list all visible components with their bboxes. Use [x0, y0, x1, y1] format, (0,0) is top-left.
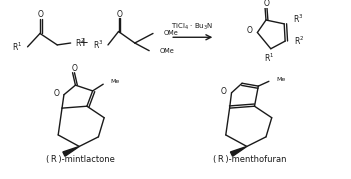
Text: Me: Me — [110, 79, 119, 84]
Polygon shape — [63, 146, 79, 156]
Text: Me: Me — [277, 77, 286, 82]
Text: R$^3$: R$^3$ — [293, 13, 303, 25]
Polygon shape — [231, 146, 247, 156]
Text: O: O — [53, 89, 59, 98]
Text: R$^3$: R$^3$ — [93, 39, 103, 51]
Text: TiCl$_4$ $\cdot$ Bu$_3$N: TiCl$_4$ $\cdot$ Bu$_3$N — [171, 22, 213, 32]
Text: O: O — [38, 10, 44, 19]
Text: +: + — [79, 36, 89, 49]
Text: O: O — [264, 0, 270, 8]
Text: OMe: OMe — [160, 48, 174, 54]
Text: OMe: OMe — [164, 30, 178, 37]
Text: R$^2$: R$^2$ — [75, 37, 86, 49]
Text: R$^2$: R$^2$ — [294, 35, 304, 47]
Text: O: O — [221, 87, 227, 96]
Text: O: O — [247, 26, 253, 35]
Text: O: O — [72, 64, 78, 73]
Text: O: O — [117, 10, 122, 19]
Text: R$^1$: R$^1$ — [13, 41, 23, 53]
Text: ( R )-mintlactone: ( R )-mintlactone — [46, 155, 115, 164]
Text: ( R )-menthofuran: ( R )-menthofuran — [213, 155, 286, 164]
Text: R$^1$: R$^1$ — [264, 51, 274, 64]
